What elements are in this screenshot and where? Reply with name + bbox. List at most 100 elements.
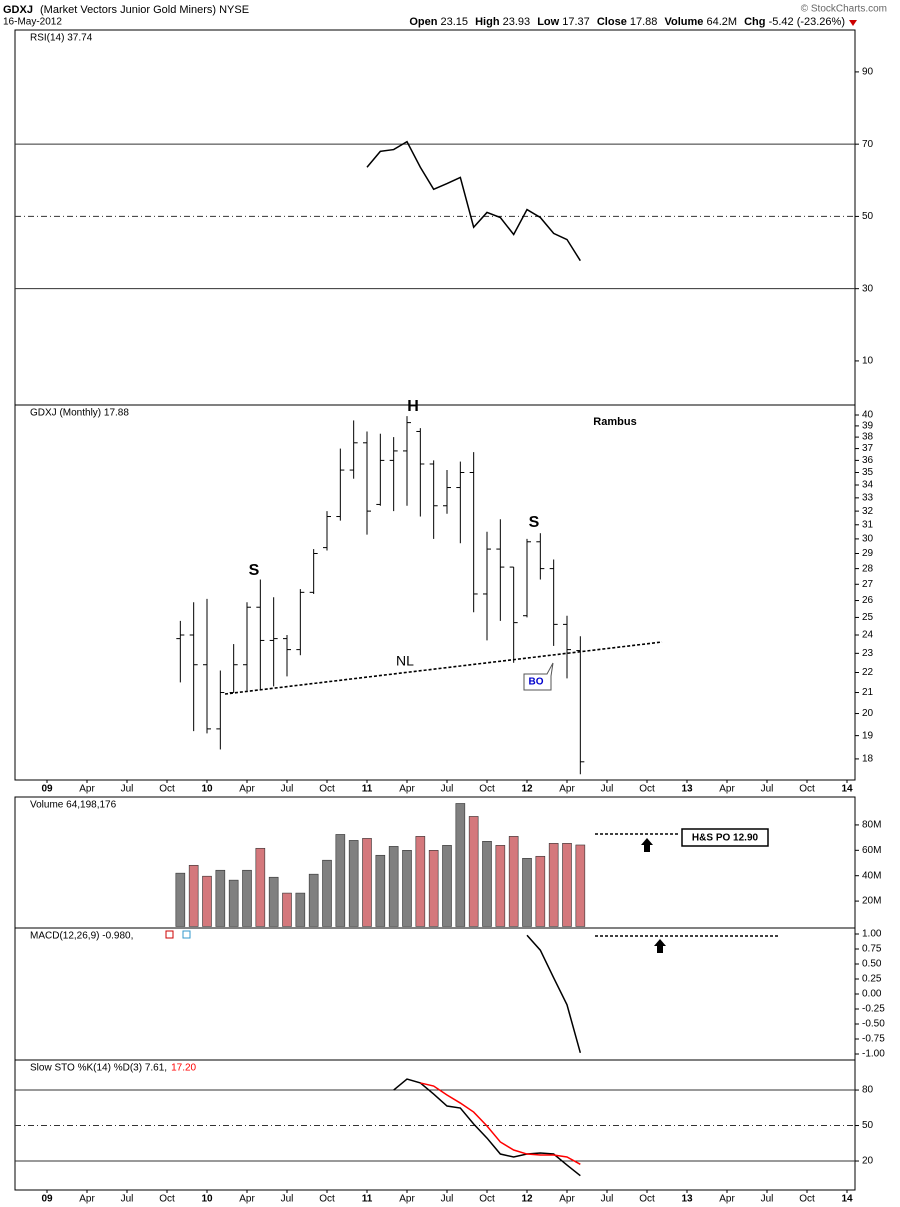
volume-bar [215,869,226,927]
y-tick-label: 18 [862,754,874,765]
volume-bar [575,844,586,927]
x-tick-label: Oct [159,1194,175,1205]
x-tick-label: Jul [441,784,454,795]
y-tick-label: 39 [862,421,874,432]
y-tick-label: 50 [862,1120,874,1131]
x-tick-label: 13 [681,1194,693,1205]
y-tick-label: 1.00 [862,929,882,940]
quote-label: Low [537,16,559,28]
x-tick-label: Apr [559,784,575,795]
y-tick-label: 0.00 [862,989,882,1000]
date: 16-May-2012 [3,17,62,28]
x-tick-label: Oct [639,1194,655,1205]
y-tick-label: -0.50 [862,1019,885,1030]
x-tick-label: Oct [479,784,495,795]
y-tick-label: 0.75 [862,944,882,955]
y-tick-label: 29 [862,548,874,559]
x-tick-label: Jul [281,784,294,795]
volume-bar [308,873,319,927]
x-tick-label: Oct [799,784,815,795]
volume-bar [495,845,506,927]
quote-label: Volume [664,16,703,28]
y-tick-label: 28 [862,563,874,574]
y-tick-label: -0.25 [862,1004,885,1015]
x-tick-label: Apr [399,1194,415,1205]
quote-value: 17.88 [630,16,658,28]
quote: Open 23.15 High 23.93 Low 17.37 Close 17… [409,16,845,28]
y-tick-label: 40M [862,870,881,881]
y-tick-label: 40 [862,410,874,421]
legend-swatch [182,930,191,939]
y-tick-label: 30 [862,534,874,545]
volume-bar [242,869,252,927]
y-tick-label: 25 [862,612,874,623]
arrow [654,939,666,953]
quote-label: Close [597,16,627,28]
y-tick-label: 70 [862,139,874,150]
x-tick-label: Oct [159,784,175,795]
x-tick-label: 11 [362,1194,373,1205]
y-tick-label: 38 [862,432,874,443]
arrow [641,838,653,852]
y-tick-label: 37 [862,443,874,454]
quote-value: 17.37 [562,16,590,28]
x-tick-label: Apr [719,1194,735,1205]
volume-bar [255,847,266,927]
annotation: NL [396,653,414,669]
x-tick-label: Apr [239,784,255,795]
quote-value: 64.2M [706,16,737,28]
x-tick-label: 09 [41,1194,53,1205]
y-tick-label: 10 [862,356,874,367]
x-tick-label: Apr [719,784,735,795]
quote-value: 23.15 [441,16,469,28]
x-tick-label: 12 [521,784,533,795]
quote-label: Open [409,16,437,28]
y-tick-label: 33 [862,492,874,503]
source: © StockCharts.com [801,4,887,15]
x-tick-label: Apr [239,1194,255,1205]
volume-bar [295,892,306,927]
volume-bar [522,858,532,927]
target-box [681,828,769,847]
volume-bar [455,803,466,927]
x-tick-label: Oct [799,1194,815,1205]
series-line [393,1078,581,1177]
volume-bar [335,834,346,927]
x-tick-label: Jul [761,784,774,795]
series-line [420,1082,581,1165]
volume-bar [175,872,186,927]
symbol: GDXJ [3,4,33,16]
annotation: BO [529,677,544,688]
legend-swatch [165,930,174,939]
volume-bar [228,879,239,927]
x-tick-label: Oct [319,784,335,795]
quote-label: High [475,16,500,28]
y-tick-label: 26 [862,595,874,606]
panel-title: MACD(12,26,9) -0.980, [30,931,133,942]
y-tick-label: 50 [862,211,874,222]
x-tick-label: 10 [201,784,213,795]
x-tick-label: 11 [362,784,373,795]
y-tick-label: 32 [862,506,874,517]
security-name: (Market Vectors Junior Gold Miners) NYSE [40,4,249,16]
y-tick-label: 36 [862,455,874,466]
y-tick-label: 90 [862,67,874,78]
y-tick-label: -0.75 [862,1034,885,1045]
volume-bar [402,850,412,927]
volume-bar [388,846,399,927]
x-tick-label: Jul [121,1194,134,1205]
volume-bar [415,836,426,927]
volume-bar [535,855,546,927]
x-tick-label: Apr [79,784,95,795]
callout-box [523,662,554,691]
panel-title: Slow STO %K(14) %D(3) 7.61, [30,1063,167,1074]
neckline [224,641,663,695]
series-line [526,934,582,1054]
x-tick-label: Jul [281,1194,294,1205]
x-tick-label: Jul [121,784,134,795]
y-tick-label: 0.50 [862,959,882,970]
x-tick-label: 14 [841,1194,853,1205]
volume-bar [562,843,572,927]
